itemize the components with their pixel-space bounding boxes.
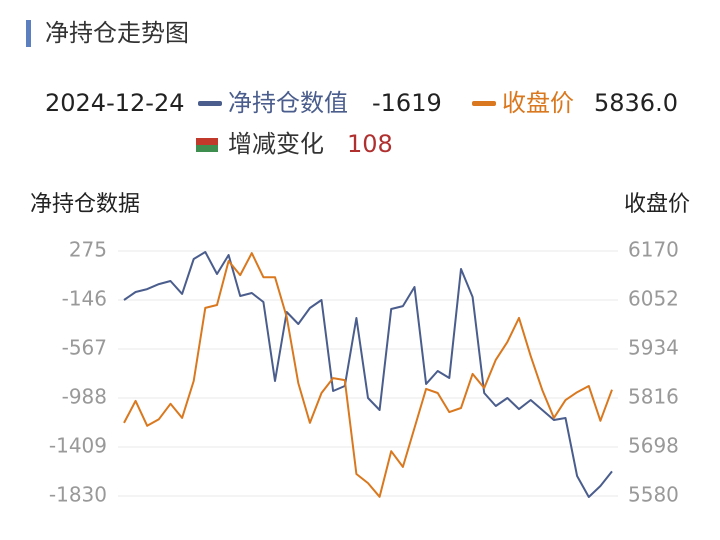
series-line [123, 251, 613, 498]
y2-tick-label: 6052 [628, 287, 679, 311]
y2-tick-label: 5816 [628, 385, 679, 409]
y-tick-label: -1830 [49, 483, 107, 507]
legend-icon [472, 101, 496, 106]
tooltip-value: -1619 [372, 89, 442, 117]
legend-icon [196, 145, 218, 152]
y-tick-label: -567 [62, 336, 107, 360]
tooltip-value: 5836.0 [594, 89, 678, 117]
legend-icon [198, 101, 222, 106]
tooltip-value: 108 [347, 130, 393, 158]
y2-tick-label: 5580 [628, 483, 679, 507]
legend-label: 增减变化 [228, 130, 324, 158]
legend-label: 收盘价 [502, 89, 574, 117]
y2-tick-label: 5934 [628, 336, 679, 360]
y-axis-title: 净持仓数据 [30, 192, 140, 217]
chart-title: 净持仓走势图 [45, 19, 189, 47]
y-tick-label: -1409 [49, 434, 107, 458]
y-tick-label: -988 [62, 385, 107, 409]
tooltip-date: 2024-12-24 [45, 89, 184, 117]
y2-axis-title: 收盘价 [624, 192, 690, 217]
legend-label: 净持仓数值 [228, 89, 348, 117]
y2-tick-label: 5698 [628, 434, 679, 458]
series-line [123, 252, 613, 498]
y2-tick-label: 6170 [628, 238, 679, 262]
y-tick-label: -146 [62, 287, 107, 311]
title-bar [26, 20, 31, 47]
y-tick-label: 275 [69, 238, 107, 262]
legend-icon [196, 138, 218, 145]
